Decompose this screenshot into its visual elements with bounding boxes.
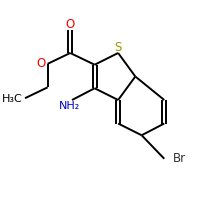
Text: Br: Br bbox=[173, 152, 186, 165]
Text: NH₂: NH₂ bbox=[59, 101, 80, 111]
Text: S: S bbox=[114, 41, 122, 54]
Text: H₃C: H₃C bbox=[2, 94, 22, 104]
Text: O: O bbox=[66, 18, 75, 31]
Text: O: O bbox=[37, 57, 46, 70]
